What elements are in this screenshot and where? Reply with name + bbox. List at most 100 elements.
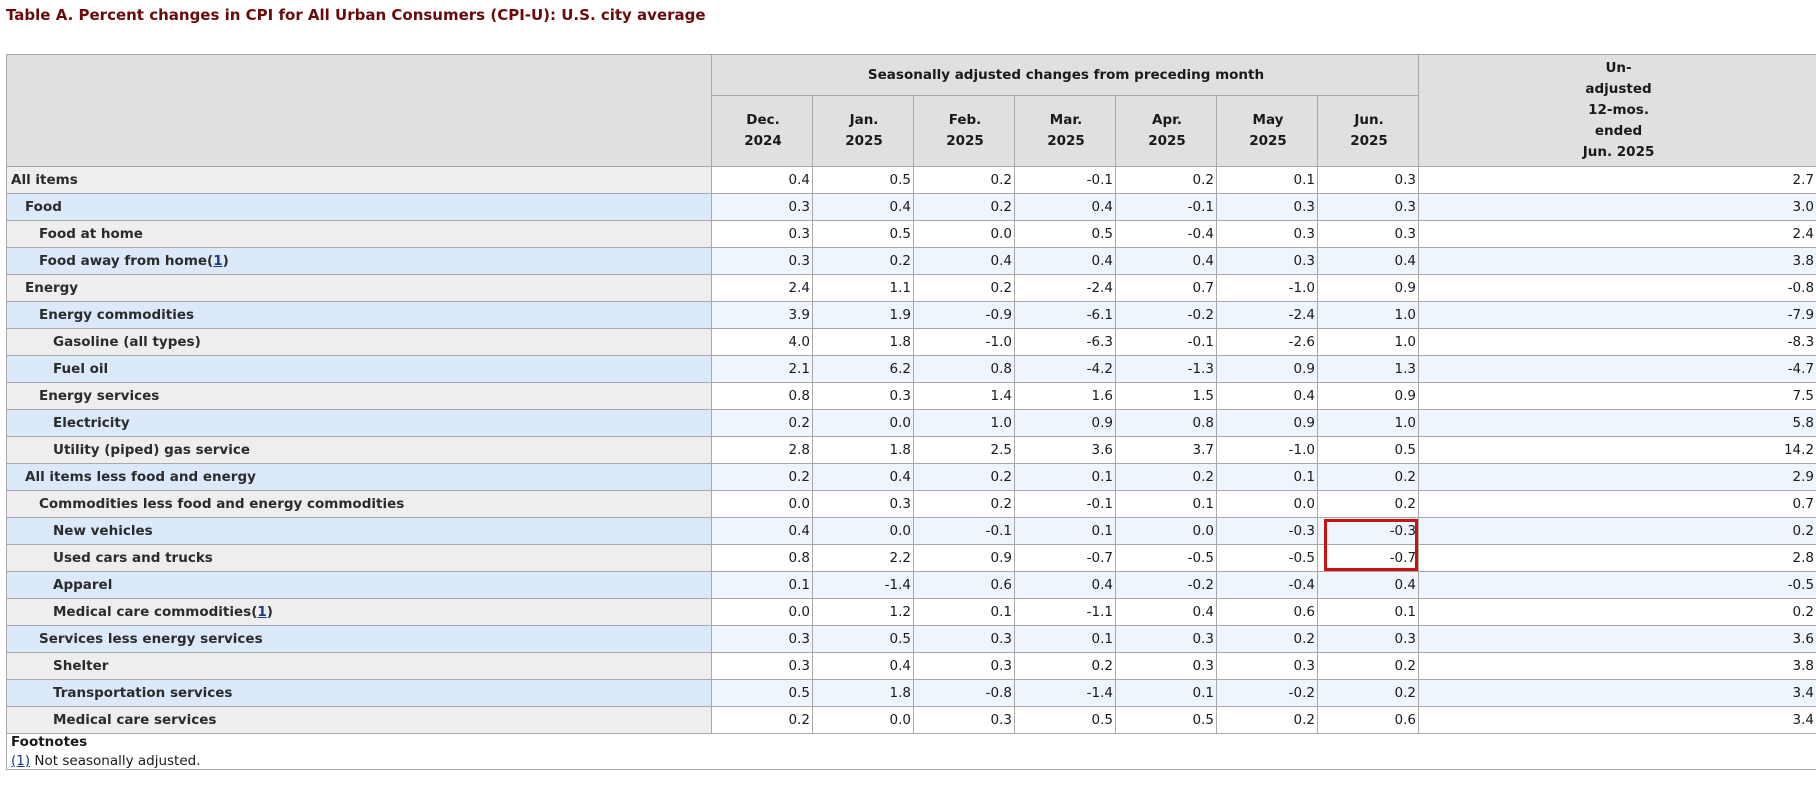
- row-label: Utility (piped) gas service: [6, 436, 712, 464]
- row-label: Medical care commodities(1): [6, 598, 712, 626]
- data-cell: 0.2: [711, 706, 813, 734]
- data-cell: 0.1: [1216, 463, 1318, 491]
- data-cell: 6.2: [812, 355, 914, 383]
- table-row: Apparel 0.1 -1.4 0.6 0.4 -0.2 -0.4 0.4 -0.5: [6, 571, 1816, 599]
- data-cell: 2.2: [812, 544, 914, 572]
- data-cell: 2.4: [711, 274, 813, 302]
- data-cell: 0.3: [1316, 193, 1420, 221]
- row-label: Energy: [6, 274, 712, 302]
- data-cell: 3.6: [1418, 625, 1816, 653]
- data-cell: 1.6: [1014, 382, 1116, 410]
- data-cell: 0.2: [1316, 463, 1420, 491]
- data-cell: 0.3: [711, 193, 813, 221]
- data-cell: -6.3: [1014, 328, 1116, 356]
- data-cell: 1.2: [812, 598, 914, 626]
- table-row: Transportation services 0.5 1.8 -0.8 -1.4 0.1…: [6, 679, 1816, 707]
- month-header-year: 2024: [744, 133, 782, 149]
- data-cell: 0.5: [812, 220, 914, 248]
- data-cell: 0.1: [1216, 166, 1318, 194]
- unadjusted-header-line: Un-: [1605, 60, 1632, 76]
- data-cell: 7.5: [1418, 382, 1816, 410]
- row-label-text: Electricity: [53, 415, 130, 431]
- row-label-text: Food: [25, 199, 62, 215]
- row-label-text: Food at home: [39, 226, 143, 242]
- row-label-text: Fuel oil: [53, 361, 109, 377]
- month-header-month: Jan.: [849, 112, 879, 128]
- data-cell: 1.0: [1316, 409, 1420, 437]
- data-cell: 0.1: [711, 571, 813, 599]
- unadjusted-header-line: adjusted: [1585, 81, 1652, 97]
- data-cell: 0.9: [1316, 382, 1420, 410]
- row-label: Apparel: [6, 571, 712, 599]
- data-cell: 2.4: [1418, 220, 1816, 248]
- table-row: Gasoline (all types) 4.0 1.8 -1.0 -6.3 -0.1 -2…: [6, 328, 1816, 356]
- data-cell: 2.5: [913, 436, 1015, 464]
- data-cell: 1.5: [1115, 382, 1217, 410]
- data-cell: 3.0: [1418, 193, 1816, 221]
- row-label-text: New vehicles: [53, 523, 153, 539]
- cpi-table: Seasonally adjusted changes from precedi…: [5, 54, 1816, 770]
- row-label: Food at home: [6, 220, 712, 248]
- data-cell: 0.5: [812, 166, 914, 194]
- row-label-text: Food away from home: [39, 253, 208, 269]
- data-cell: -1.0: [913, 328, 1015, 356]
- table-row: Food 0.3 0.4 0.2 0.4 -0.1 0.3 0.3 3.0: [6, 193, 1816, 221]
- month-header-year: 2025: [845, 133, 883, 149]
- data-cell: 0.3: [711, 652, 813, 680]
- data-cell: 1.3: [1316, 355, 1420, 383]
- table-row: Services less energy services 0.3 0.5 0.3 0.…: [6, 625, 1816, 653]
- data-cell: 0.2: [711, 409, 813, 437]
- data-cell: 0.2: [1014, 652, 1116, 680]
- footnote-ref-link[interactable]: 1: [213, 253, 223, 269]
- data-cell: 0.4: [1014, 247, 1116, 275]
- table-row: All items less food and energy 0.2 0.4 0.2 0…: [6, 463, 1816, 491]
- data-cell: 0.9: [913, 544, 1015, 572]
- unadjusted-header-line: Jun. 2025: [1582, 144, 1655, 160]
- data-cell: -0.5: [1115, 544, 1217, 572]
- data-cell: 0.2: [913, 490, 1015, 518]
- data-cell: 0.2: [711, 463, 813, 491]
- footnote-ref-link[interactable]: 1: [257, 604, 267, 620]
- data-cell: 2.8: [711, 436, 813, 464]
- data-cell: 3.8: [1418, 652, 1816, 680]
- table-row: Used cars and trucks 0.8 2.2 0.9 -0.7 -0.5 -0.…: [6, 544, 1816, 572]
- data-cell: 1.8: [812, 436, 914, 464]
- row-label: New vehicles: [6, 517, 712, 545]
- data-cell: -0.1: [1014, 490, 1116, 518]
- data-cell: -0.7: [1316, 544, 1420, 572]
- row-label-text: Transportation services: [53, 685, 233, 701]
- data-cell: 0.7: [1115, 274, 1217, 302]
- data-cell: 3.4: [1418, 706, 1816, 734]
- data-cell: 0.5: [1316, 436, 1420, 464]
- data-cell: -1.1: [1014, 598, 1116, 626]
- row-label-text: Energy: [25, 280, 79, 296]
- data-cell: 0.3: [711, 625, 813, 653]
- data-cell: 0.5: [812, 625, 914, 653]
- data-cell: 0.1: [1014, 517, 1116, 545]
- data-cell: -2.6: [1216, 328, 1318, 356]
- data-cell: -0.7: [1014, 544, 1116, 572]
- data-cell: 0.2: [913, 193, 1015, 221]
- table-row: New vehicles 0.4 0.0 -0.1 0.1 0.0 -0.3 -0.3 0.2: [6, 517, 1816, 545]
- data-cell: 1.1: [812, 274, 914, 302]
- data-cell: 0.8: [913, 355, 1015, 383]
- row-label: Food away from home(1): [6, 247, 712, 275]
- data-cell: 0.2: [1316, 679, 1420, 707]
- data-cell: -0.5: [1216, 544, 1318, 572]
- data-cell: -0.2: [1115, 571, 1217, 599]
- data-cell: 14.2: [1418, 436, 1816, 464]
- month-header-month: Mar.: [1049, 112, 1083, 128]
- row-label-text: Shelter: [53, 658, 109, 674]
- month-header-year: 2025: [1047, 133, 1085, 149]
- data-cell: -0.2: [1115, 301, 1217, 329]
- data-cell: 0.9: [1014, 409, 1116, 437]
- table-row: Shelter 0.3 0.4 0.3 0.2 0.3 0.3 0.2 3.8: [6, 652, 1816, 680]
- data-cell: 2.1: [711, 355, 813, 383]
- data-cell: 0.6: [913, 571, 1015, 599]
- table-row: Utility (piped) gas service 2.8 1.8 2.5 3.6 3…: [6, 436, 1816, 464]
- month-header-month: Feb.: [948, 112, 982, 128]
- data-cell: 0.3: [1316, 166, 1420, 194]
- data-cell: 0.4: [812, 652, 914, 680]
- data-cell: 0.2: [1316, 652, 1420, 680]
- footnote-link[interactable]: (1): [11, 753, 31, 769]
